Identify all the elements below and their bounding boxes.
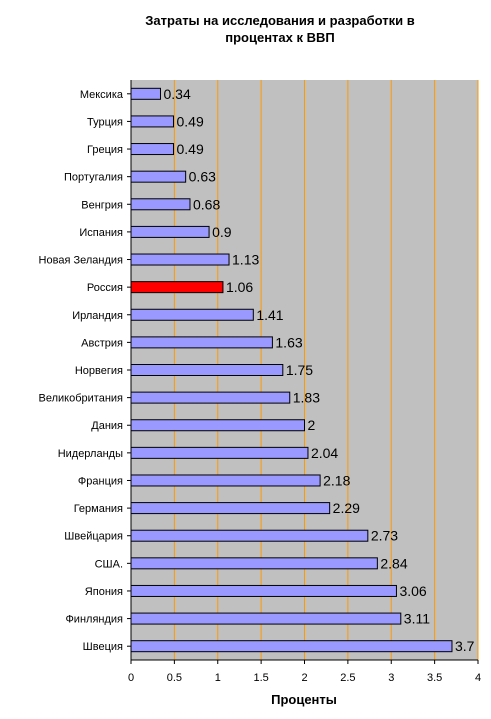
bar [130,419,305,432]
bar [130,170,187,183]
value-label: 3.11 [404,611,430,627]
value-labels: 0.34 0.49 0.49 0.63 0.68 0.91.13 1.061.41 1.63 1… [163,86,474,654]
category-label: Финляндия [65,614,123,626]
value-label: 1.83 [293,390,320,406]
bar [130,474,321,487]
value-label: 0.63 [189,169,216,185]
value-label: 2 [308,417,316,433]
x-axis-label: Проценты [271,692,337,707]
chart-title: Затраты на исследования и разработки в п… [100,12,460,46]
bar [130,198,191,211]
bar [130,529,369,542]
category-label: Швейцария [64,531,123,543]
bar [130,87,161,100]
bar [130,143,175,156]
category-label: Норвегия [75,365,123,377]
bar [130,584,397,597]
category-label: Греция [87,144,123,156]
value-label: 3.06 [399,583,426,599]
x-tick-labels: 0 0.5 1 1.5 2 2.5 3 3.5 4 [128,660,481,684]
category-label: Дания [91,420,123,432]
x-tick-label: 3.5 [427,672,442,684]
value-label: 0.9 [212,224,232,240]
x-tick-label: 2 [301,672,307,684]
value-label: 0.68 [193,196,220,212]
bar [130,640,453,653]
category-label: Турция [87,116,123,128]
bar [130,612,402,625]
chart-title-line-1: Затраты на исследования и разработки в [145,13,415,28]
value-label: 1.13 [232,252,259,268]
bar [130,308,254,321]
bar [130,502,331,515]
category-label: Франция [78,475,123,487]
bar [130,253,230,266]
category-label: Россия [87,282,123,294]
value-label: 0.49 [177,141,204,157]
x-tick-label: 1 [215,672,221,684]
bar [130,115,175,128]
bar [130,446,309,459]
bar [130,281,224,294]
x-tick-label: 3 [388,672,394,684]
value-label: 1.63 [275,334,302,350]
category-label: Австрия [81,337,123,349]
bar [130,225,210,238]
category-label: Швеция [83,641,123,653]
category-label: Германия [74,503,123,515]
category-label: Мексика [80,89,124,101]
bar [130,364,284,376]
category-label: Великобритания [39,393,124,405]
value-label: 2.84 [380,555,407,571]
value-label: 1.75 [286,362,313,378]
value-label: 1.06 [226,279,253,295]
category-labels: Мексика Турция Греция Португалия Венгрия Испа… [39,89,131,653]
category-label: Япония [85,586,123,598]
category-label: Новая Зеландия [39,255,123,267]
bar [130,557,378,570]
value-label: 2.18 [323,472,350,488]
bar [130,391,291,404]
category-label: Португалия [64,172,123,184]
value-label: 0.34 [163,86,190,102]
category-label: США. [95,558,123,570]
x-tick-label: 4 [475,672,481,684]
chart-title-line-2: процентах к ВВП [225,30,335,45]
value-label: 2.29 [333,500,360,516]
bar [130,336,273,349]
x-tick-label: 2.5 [340,672,355,684]
category-label: Испания [79,227,123,239]
value-label: 3.7 [455,638,475,654]
x-tick-label: 0 [128,672,134,684]
bars [130,87,453,653]
x-tick-label: 0.5 [167,672,182,684]
value-label: 2.04 [311,445,338,461]
category-label: Ирландия [72,310,123,322]
category-label: Нидерланды [58,448,123,460]
value-label: 0.49 [177,113,204,129]
x-tick-label: 1.5 [253,672,268,684]
category-label: Венгрия [81,199,123,211]
value-label: 1.41 [256,307,283,323]
value-label: 2.73 [371,528,398,544]
